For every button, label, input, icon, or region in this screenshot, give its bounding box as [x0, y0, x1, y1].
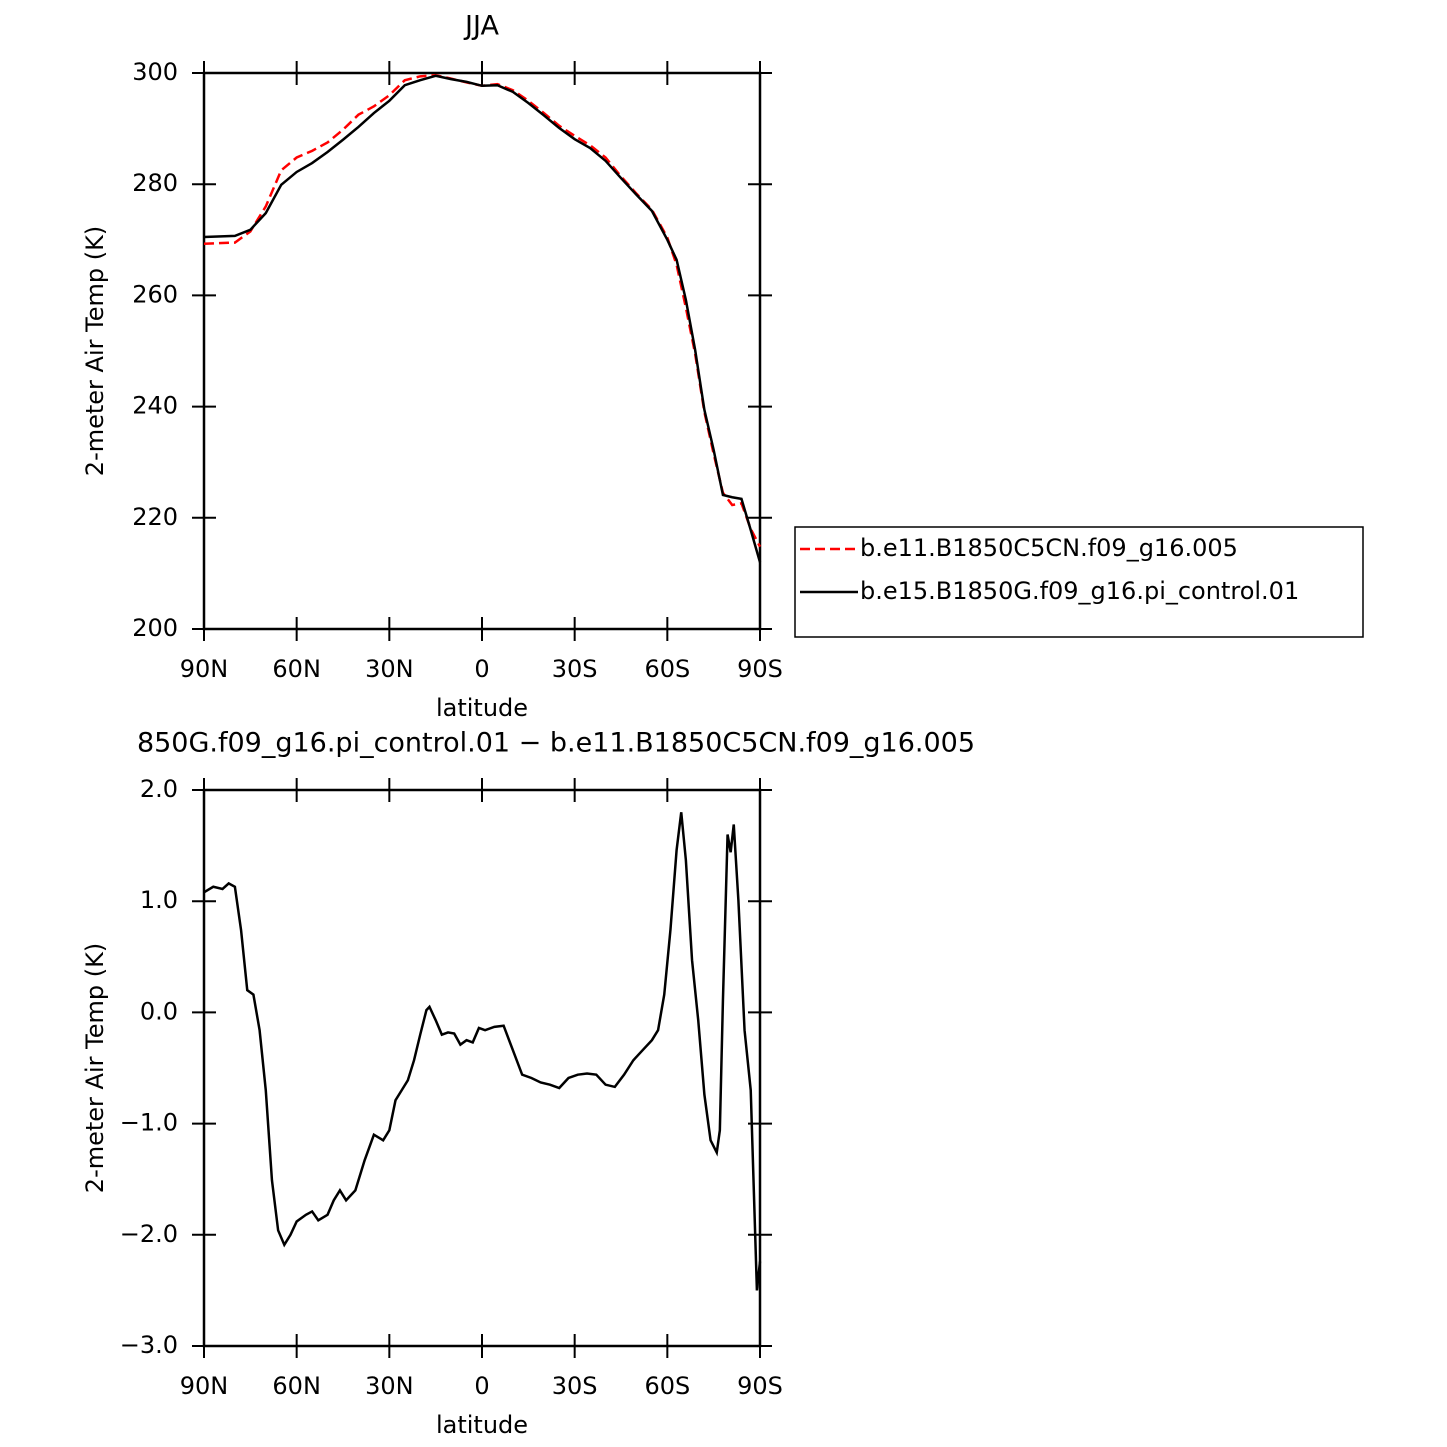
x-axis-label: latitude: [436, 694, 528, 722]
chart-title: JJA: [463, 11, 499, 42]
x-tick-label: 30N: [365, 1372, 414, 1400]
y-tick-label: 0.0: [140, 997, 178, 1025]
y-tick-label: 240: [132, 392, 178, 420]
legend-box: [794, 526, 1364, 638]
y-tick-label: 300: [132, 58, 178, 86]
y-tick-label: 200: [132, 614, 178, 642]
x-tick-label: 0: [474, 655, 489, 683]
legend-label: b.e15.B1850G.f09_g16.pi_control.01: [860, 577, 1299, 605]
x-tick-label: 30S: [552, 655, 598, 683]
x-tick-label: 90N: [180, 1372, 229, 1400]
y-tick-label: −2.0: [120, 1220, 178, 1248]
x-tick-label: 30S: [552, 1372, 598, 1400]
x-tick-label: 60S: [644, 1372, 690, 1400]
x-tick-label: 90S: [737, 655, 783, 683]
x-axis-label: latitude: [436, 1411, 528, 1439]
x-tick-label: 0: [474, 1372, 489, 1400]
y-tick-label: 280: [132, 169, 178, 197]
chart-title: 850G.f09_g16.pi_control.01 − b.e11.B1850…: [137, 728, 975, 759]
y-axis-label: 2-meter Air Temp (K): [81, 943, 109, 1193]
x-tick-label: 90S: [737, 1372, 783, 1400]
legend-label: b.e11.B1850C5CN.f09_g16.005: [860, 534, 1238, 562]
data-line: [203, 74, 762, 563]
y-tick-label: 2.0: [140, 775, 178, 803]
y-axis-label: 2-meter Air Temp (K): [81, 226, 109, 476]
y-tick-label: 1.0: [140, 886, 178, 914]
y-tick-label: −1.0: [120, 1109, 178, 1137]
y-tick-label: 260: [132, 280, 178, 308]
y-tick-label: −3.0: [120, 1331, 178, 1359]
x-tick-label: 30N: [365, 655, 414, 683]
x-tick-label: 60S: [644, 655, 690, 683]
y-tick-label: 220: [132, 503, 178, 531]
plot-frame: [202, 71, 762, 631]
data-line: [203, 812, 762, 1291]
x-tick-label: 60N: [272, 1372, 321, 1400]
plot-frame: [202, 788, 762, 1348]
x-tick-label: 90N: [180, 655, 229, 683]
x-tick-label: 60N: [272, 655, 321, 683]
data-line: [203, 73, 762, 548]
